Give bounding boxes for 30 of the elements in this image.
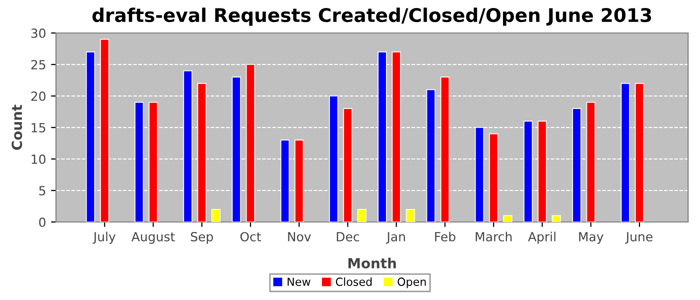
x-tick-label: Oct [240, 232, 261, 242]
y-tick-label: 10 [32, 154, 46, 164]
y-tick-label: 5 [39, 186, 46, 196]
y-axis-title: Count [12, 104, 22, 150]
x-tick-label: Nov [288, 232, 311, 242]
x-tick-label: Jan [386, 232, 405, 244]
y-tick-label: 30 [31, 28, 46, 38]
x-tick-label: August [131, 232, 175, 244]
y-tick-label: 20 [31, 91, 46, 101]
x-tick-label: April [528, 232, 556, 244]
x-tick-label: Feb [435, 232, 456, 242]
x-axis-title: Month [348, 258, 396, 268]
x-tick-label: Dec [336, 232, 360, 242]
y-tick-label: 0 [39, 217, 46, 227]
bar [357, 208, 366, 222]
x-tick-label: May [579, 232, 604, 244]
bar [211, 208, 221, 222]
x-tick-label: June [625, 232, 652, 244]
y-tick-label: 15 [32, 123, 46, 132]
x-tick-label: Sep [190, 232, 213, 244]
bar [503, 215, 512, 222]
legend-label: New [288, 278, 310, 286]
y-tick-label: 25 [31, 60, 46, 70]
bar [552, 215, 561, 222]
legend-label: Closed [336, 277, 372, 286]
legend-label: Open [398, 278, 426, 288]
x-tick-label: July [92, 232, 116, 244]
chart-title: drafts-eval Requests Created/Closed/Open June 2013 [92, 8, 652, 26]
x-tick-label: March [476, 232, 512, 242]
bar [406, 208, 416, 222]
